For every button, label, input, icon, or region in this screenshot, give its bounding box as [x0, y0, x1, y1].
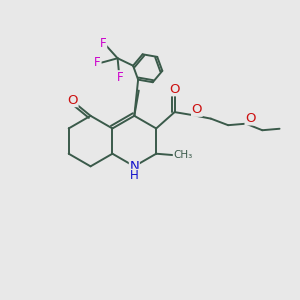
Text: F: F: [117, 71, 124, 84]
Text: O: O: [245, 112, 256, 125]
Text: N: N: [129, 160, 139, 173]
Text: H: H: [130, 169, 139, 182]
Text: O: O: [192, 103, 202, 116]
Text: CH₃: CH₃: [173, 150, 193, 160]
Text: F: F: [94, 56, 101, 69]
Text: O: O: [68, 94, 78, 106]
Text: O: O: [169, 83, 179, 96]
Text: F: F: [100, 37, 106, 50]
